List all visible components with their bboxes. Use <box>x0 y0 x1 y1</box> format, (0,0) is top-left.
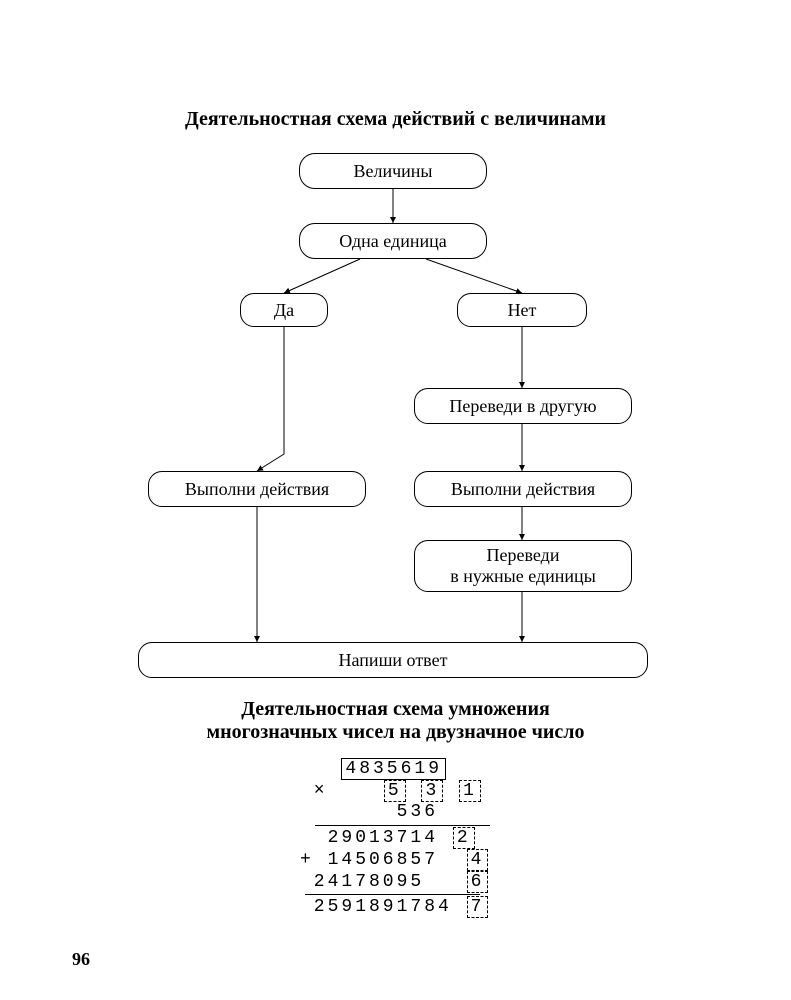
flowchart-arrows <box>0 0 791 700</box>
document-page: Деятельностная схема действий с величина… <box>0 0 791 1000</box>
multiplication-diagram: 4835619 × 5 3 1 536 29013714 2+ 14506857… <box>300 758 490 918</box>
mult-rule <box>305 894 480 895</box>
flow-edge-n1-n2 <box>284 259 360 293</box>
flow-node-n5: Выполни действия <box>148 471 366 507</box>
heading-multiplication: Деятельностная схема умножения многознач… <box>0 698 791 744</box>
flow-edge-n2-n5 <box>257 327 284 471</box>
flow-node-n3: Нет <box>457 293 587 327</box>
flow-node-n2: Да <box>240 293 328 327</box>
page-number: 96 <box>72 949 90 970</box>
flow-node-n8: Напиши ответ <box>138 642 648 678</box>
mult-partial-1: 29013714 2 <box>300 827 490 849</box>
mult-result: 2591891784 7 <box>300 896 490 918</box>
mult-multiplier: 536 <box>300 802 490 824</box>
mult-multiplier-annot: × 5 3 1 <box>300 780 490 802</box>
mult-partial-2: + 14506857 4 <box>300 849 490 871</box>
flow-node-n7: Переведив нужные единицы <box>414 540 632 592</box>
heading-multiplication-line1: Деятельностная схема умножения <box>241 698 550 720</box>
mult-multiplicand: 4835619 <box>300 758 490 780</box>
flow-edge-n1-n3 <box>426 259 522 293</box>
flow-node-n1: Одна единица <box>299 223 487 259</box>
flow-node-n0: Величины <box>299 153 487 189</box>
flow-node-n4: Переведи в другую <box>414 388 632 424</box>
heading-flowchart: Деятельностная схема действий с величина… <box>0 108 791 131</box>
heading-multiplication-line2: многозначных чисел на двузначное число <box>206 721 584 743</box>
mult-rule <box>315 825 490 826</box>
flow-node-n6: Выполни действия <box>414 471 632 507</box>
mult-partial-3: 24178095 6 <box>300 871 490 893</box>
